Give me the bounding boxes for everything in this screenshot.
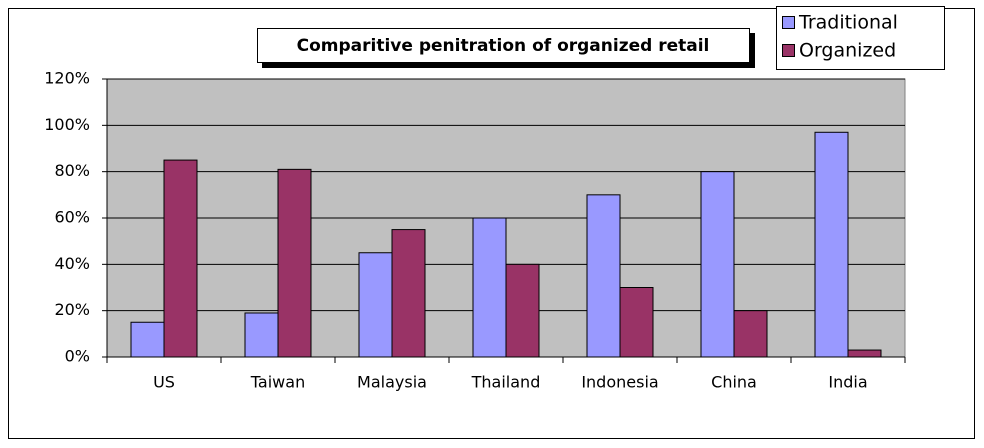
bar	[358, 252, 393, 358]
bar	[163, 159, 198, 358]
x-tick-label: Taiwan	[250, 373, 305, 392]
bar	[733, 310, 768, 358]
title-box	[257, 28, 750, 63]
bar	[505, 263, 540, 358]
x-tick-label: Thailand	[471, 373, 541, 392]
bar	[130, 321, 165, 358]
legend-swatch	[782, 16, 795, 29]
chart-title: Comparitive penitration of organized ret…	[297, 36, 710, 56]
legend-label: Organized	[799, 40, 896, 62]
x-tick-label: China	[711, 373, 757, 392]
legend-label: Traditional	[798, 12, 898, 34]
y-tick-label: 60%	[54, 208, 90, 227]
y-tick-label: 20%	[54, 300, 90, 319]
bar	[244, 312, 279, 358]
x-tick-label: India	[828, 373, 867, 392]
legend-swatch	[782, 44, 795, 57]
bar	[700, 171, 735, 358]
x-tick-label: Indonesia	[581, 373, 658, 392]
bar	[586, 194, 621, 358]
x-tick-label: US	[153, 373, 175, 392]
legend-box	[776, 6, 945, 70]
bar	[472, 217, 507, 358]
bar	[814, 131, 849, 358]
y-tick-label: 40%	[54, 254, 90, 273]
y-tick-label: 120%	[44, 69, 90, 88]
bar	[277, 168, 312, 358]
bar	[391, 229, 426, 358]
y-tick-label: 0%	[65, 347, 90, 366]
x-tick-label: Malaysia	[357, 373, 427, 392]
bar	[619, 287, 654, 358]
y-tick-label: 100%	[44, 115, 90, 134]
bar	[847, 349, 882, 358]
y-tick-label: 80%	[54, 161, 90, 180]
